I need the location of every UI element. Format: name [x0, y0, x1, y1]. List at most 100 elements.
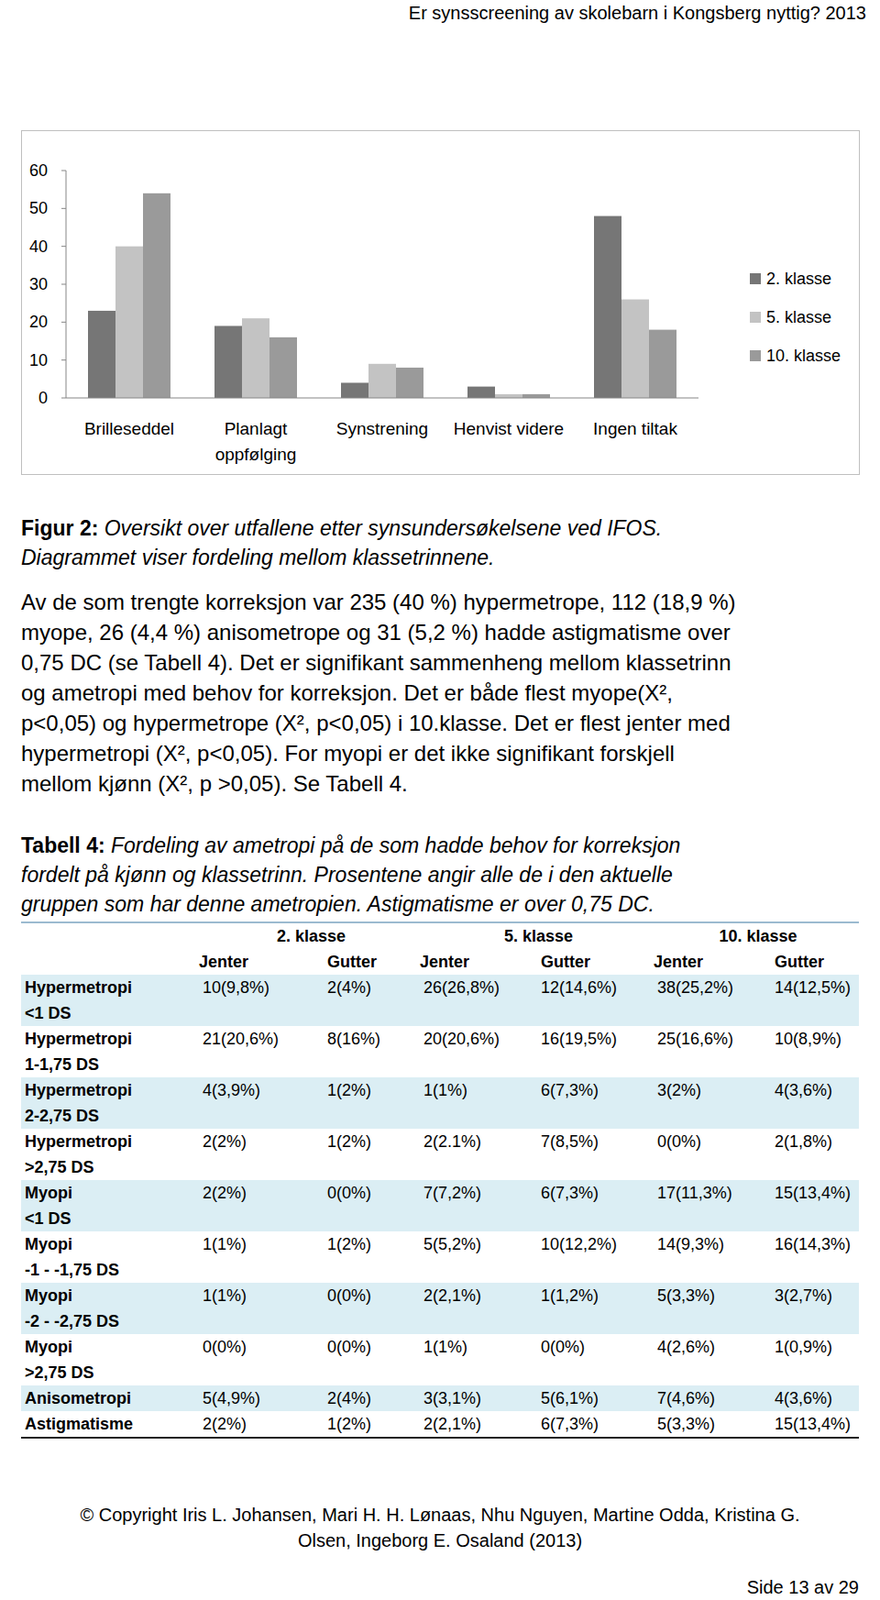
bars	[88, 193, 677, 398]
row-label-line: Hypermetropi	[24, 1128, 199, 1155]
y-tick	[61, 208, 66, 209]
table-row: Astigmatisme2(2%)1(2%)2(2,1%)6(7,3%)5(3,…	[21, 1410, 859, 1438]
cell: 0(0%)	[653, 1128, 771, 1180]
cell: 7(7,2%)	[419, 1179, 538, 1232]
x-tick-label: Planlagtoppfølging	[215, 418, 297, 464]
subheader: Gutter	[770, 948, 859, 975]
cell: 10(9,8%)	[198, 974, 324, 1026]
cell: 1(2%)	[323, 1231, 420, 1283]
cell: 2(2,1%)	[419, 1410, 538, 1438]
row-label: Astigmatisme	[21, 1410, 199, 1438]
paragraph-line: og ametropi med behov for korreksjon. De…	[21, 677, 673, 708]
bar	[649, 330, 677, 398]
legend-label: 2. klasse	[766, 269, 832, 288]
subheader: Jenter	[419, 948, 538, 975]
legend-label: 5. klasse	[766, 308, 832, 327]
caption-line: fordelt på kjønn og klassetrinn. Prosent…	[21, 859, 673, 890]
cell: 10(12,2%)	[537, 1231, 654, 1283]
x-tick-label: Synstrening	[336, 418, 429, 439]
cell: 0(0%)	[198, 1333, 324, 1386]
group-header: 2. klasse	[198, 922, 420, 949]
bar	[341, 382, 369, 398]
y-tick-label: 20	[29, 312, 48, 331]
row-label: Hypermetropi<1 DS	[21, 974, 199, 1026]
cell: 7(4,6%)	[653, 1385, 771, 1411]
y-tick-label: 30	[29, 275, 48, 294]
x-tick-label: Brilleseddel	[84, 418, 175, 439]
legend-swatch	[749, 311, 761, 323]
y-tick	[61, 170, 66, 172]
paragraph-line: 0,75 DC (se Tabell 4). Det er signifikan…	[21, 647, 732, 678]
cell: 5(5,2%)	[419, 1231, 538, 1283]
cell: 4(3,6%)	[770, 1077, 859, 1129]
bar	[214, 325, 242, 398]
table-row: Hypermetropi2-2,75 DS4(3,9%)1(2%)1(1%)6(…	[21, 1077, 859, 1129]
row-label-line: Hypermetropi	[24, 974, 199, 1001]
row-label: Hypermetropi2-2,75 DS	[21, 1077, 199, 1129]
cell: 0(0%)	[323, 1333, 420, 1386]
chart-frame	[22, 131, 860, 475]
subheader-row: JenterGutterJenterGutterJenterGutter	[21, 948, 859, 975]
paragraph-line: mellom kjønn (X², p >0,05). Se Tabell 4.	[21, 768, 408, 799]
cell: 25(16,6%)	[653, 1025, 771, 1078]
row-label-line: -1 - -1,75 DS	[24, 1256, 199, 1283]
legend-swatch	[749, 350, 761, 362]
paragraph-line: myope, 26 (4,4 %) anisometrope og 31 (5,…	[21, 616, 731, 648]
cell: 1(0,9%)	[770, 1333, 859, 1386]
paragraph-line: Av de som trengte korreksjon var 235 (40…	[21, 586, 737, 617]
y-tick-label: 10	[29, 351, 48, 370]
group-header: 5. klasse	[419, 922, 654, 949]
cell: 16(19,5%)	[537, 1025, 654, 1078]
cell: 0(0%)	[323, 1282, 420, 1334]
cell: 4(3,9%)	[198, 1077, 324, 1129]
subheader: Jenter	[653, 948, 771, 975]
cell: 3(2%)	[653, 1077, 771, 1129]
cell: 3(2,7%)	[770, 1282, 859, 1334]
caption-text: fordelt på kjønn og klassetrinn. Prosent…	[21, 862, 673, 887]
caption-line: Tabell 4: Fordeling av ametropi på de so…	[21, 830, 681, 860]
y-tick	[61, 245, 66, 247]
cell: 4(3,6%)	[770, 1385, 859, 1411]
paragraph-line: p<0,05) og hypermetrope (X², p<0,05) i 1…	[21, 707, 731, 738]
row-label-line: Myopi	[24, 1333, 199, 1360]
bar	[621, 299, 649, 398]
cell: 2(2%)	[198, 1410, 324, 1438]
bar	[115, 246, 143, 398]
subheader: Gutter	[323, 948, 420, 975]
row-label-line: Anisometropi	[24, 1385, 199, 1411]
cell: 5(4,9%)	[198, 1385, 324, 1411]
cell: 1(1%)	[198, 1231, 324, 1283]
cell: 6(7,3%)	[537, 1077, 654, 1129]
bar	[143, 193, 171, 398]
row-label-line: Hypermetropi	[24, 1077, 199, 1103]
row-label-line: Myopi	[24, 1179, 199, 1206]
bar	[522, 394, 550, 398]
caption-text: Fordeling av ametropi på de som hadde be…	[110, 833, 681, 858]
y-tick-label: 40	[29, 237, 48, 256]
subheader: Gutter	[537, 948, 654, 975]
table-row: Hypermetropi>2,75 DS2(2%)1(2%)2(2.1%)7(8…	[21, 1128, 859, 1180]
row-label-line: -2 - -2,75 DS	[24, 1308, 199, 1334]
header-row: 2. klasse5. klasse10. klasse	[21, 922, 859, 949]
bar	[495, 394, 523, 398]
caption-text: gruppen som har denne ametropien. Astigm…	[21, 891, 655, 916]
cell: 2(2%)	[198, 1179, 324, 1232]
bar	[396, 367, 424, 398]
row-label-line: >2,75 DS	[24, 1359, 199, 1386]
subheader: Jenter	[198, 948, 324, 975]
cell: 10(8,9%)	[770, 1025, 859, 1078]
cell: 3(3,1%)	[419, 1385, 538, 1411]
y-tick-label: 0	[38, 388, 48, 407]
cell: 2(2,1%)	[419, 1282, 538, 1334]
cell: 6(7,3%)	[537, 1179, 654, 1232]
row-label: Hypermetropi1-1,75 DS	[21, 1025, 199, 1078]
cell: 17(11,3%)	[653, 1179, 771, 1232]
row-label-line: Myopi	[24, 1231, 199, 1257]
y-axis	[66, 170, 67, 398]
cell: 15(13,4%)	[770, 1179, 859, 1232]
row-label: Myopi>2,75 DS	[21, 1333, 199, 1386]
y-tick-label: 50	[29, 198, 48, 218]
caption-line: Figur 2: Oversikt over utfallene etter s…	[21, 513, 662, 543]
corner	[21, 948, 199, 975]
bar	[242, 318, 270, 398]
